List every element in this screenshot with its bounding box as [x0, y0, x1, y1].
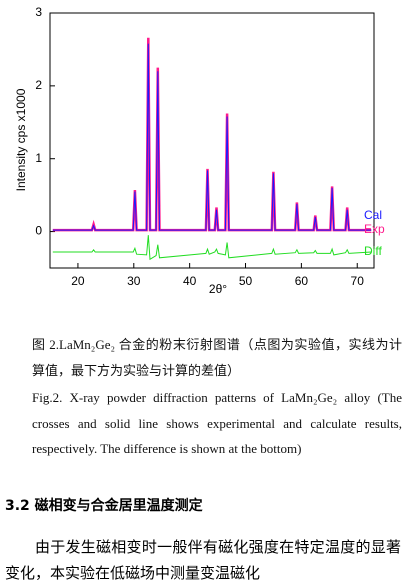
- x-tick-label: 60: [295, 274, 309, 288]
- y-tick-label: 1: [35, 151, 42, 165]
- x-tick-label: 30: [127, 274, 141, 288]
- caption-cn: 图 2.LaMn₂Ge₂ 合金的粉末衍射图谱（点图为实验值，实线为计算值，最下方…: [32, 337, 402, 378]
- x-tick-label: 40: [183, 274, 197, 288]
- legend-label: Diff: [364, 244, 382, 258]
- y-tick-label: 2: [35, 78, 42, 92]
- series-line: [52, 43, 372, 231]
- chart: Intensity cps x1000 2θ° 20 30 40 50 60 70 0 1 2 3…: [14, 5, 385, 296]
- section-heading: 3.2 磁相变与合金居里温度测定: [5, 498, 203, 514]
- paragraph: 由于发生磁相变时一般伴有磁化强度在特定温度的显著变化，本实验在低磁场中测量变温磁…: [5, 540, 401, 582]
- x-tick-label: 70: [351, 274, 365, 288]
- series-line: [52, 37, 372, 232]
- y-axis-title: Intensity cps x1000: [14, 88, 28, 191]
- legend-label: Exp: [364, 222, 385, 236]
- legend-label: Cal: [364, 208, 382, 222]
- x-axis-title: 2θ°: [209, 282, 227, 296]
- caption-en: Fig.2. X-ray powder diffraction patterns…: [32, 390, 402, 456]
- series-line: [52, 235, 372, 261]
- x-tick-label: 50: [239, 274, 253, 288]
- plot-frame: [49, 12, 375, 269]
- x-tick-label: 20: [71, 274, 85, 288]
- y-tick-label: 0: [35, 224, 42, 238]
- y-tick-label: 3: [35, 5, 42, 19]
